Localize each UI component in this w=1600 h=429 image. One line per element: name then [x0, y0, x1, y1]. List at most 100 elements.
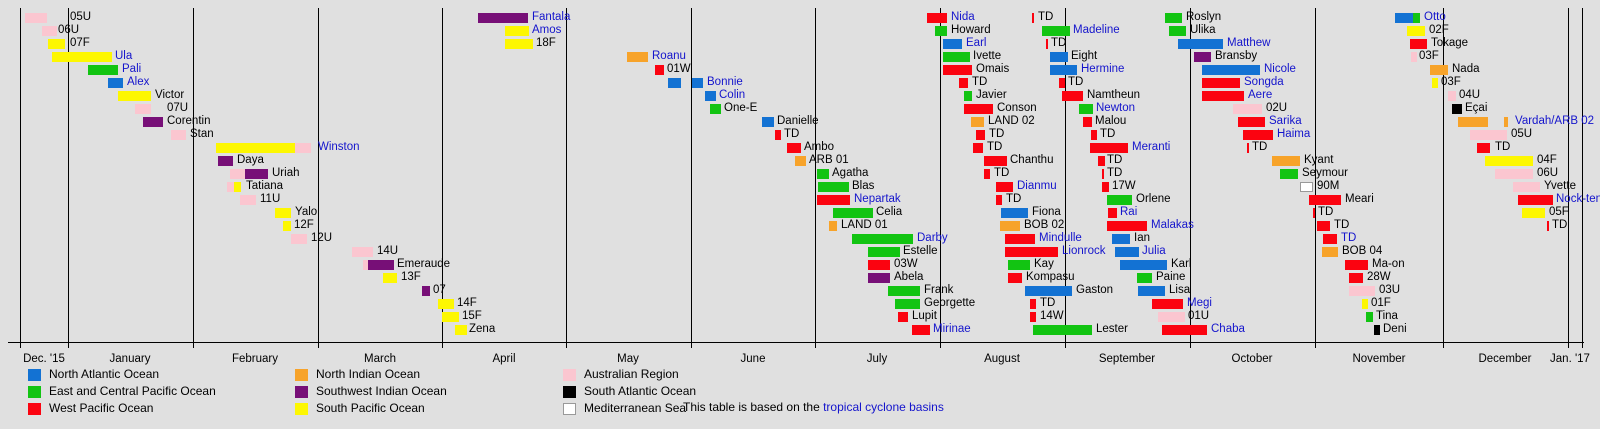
- storm-bar: [1374, 325, 1380, 335]
- storm-link-label[interactable]: Nock-ten: [1556, 193, 1600, 205]
- storm-link-label[interactable]: Darby: [917, 232, 948, 244]
- storm-label: 11U: [260, 193, 281, 205]
- storm-label: Kyant: [1304, 154, 1334, 166]
- storm-link-label[interactable]: Winston: [318, 141, 360, 153]
- storm-link-label[interactable]: Alex: [127, 76, 150, 88]
- storm-label: Tatiana: [246, 180, 284, 192]
- storm-link-label[interactable]: Bonnie: [707, 76, 743, 88]
- storm-label: TD: [994, 167, 1010, 179]
- storm-link-label[interactable]: Vardah/ARB 02: [1515, 115, 1595, 127]
- storm-link-label[interactable]: Pali: [122, 63, 142, 75]
- storm-link-label[interactable]: Julia: [1142, 245, 1166, 257]
- storm-label: Lupit: [912, 310, 937, 322]
- storm-link-label[interactable]: Malakas: [1151, 219, 1194, 231]
- storm-label: TD: [1334, 219, 1350, 231]
- storm-link-label[interactable]: Amos: [532, 24, 562, 36]
- storm-bar: [1366, 312, 1373, 322]
- storm-label: Uriah: [272, 167, 300, 179]
- storm-link-label[interactable]: Nepartak: [854, 193, 901, 205]
- storm-label: TD: [784, 128, 800, 140]
- storm-bar: [1477, 143, 1490, 153]
- storm-bar: [1102, 182, 1109, 192]
- month-label: Dec. '15: [23, 353, 65, 365]
- storm-link-label[interactable]: Mirinae: [933, 323, 971, 335]
- storm-link-label[interactable]: Aere: [1248, 89, 1273, 101]
- storm-bar: [817, 195, 850, 205]
- legend-label: Australian Region: [584, 367, 679, 381]
- storm-link-label[interactable]: Haima: [1277, 128, 1311, 140]
- month-label: January: [109, 353, 151, 365]
- storm-bar: [1090, 143, 1128, 153]
- storm-link-label[interactable]: Otto: [1424, 11, 1446, 23]
- storm-link-label[interactable]: Ula: [115, 50, 133, 62]
- storm-bar: [1102, 169, 1104, 179]
- storm-bar: [1323, 234, 1337, 244]
- storm-bar: [984, 169, 990, 179]
- storm-bar: [787, 143, 801, 153]
- storm-link-label[interactable]: Mindulle: [1039, 232, 1082, 244]
- storm-bar: [1458, 117, 1488, 127]
- storm-link-label[interactable]: Nicole: [1264, 63, 1296, 75]
- axis-tick: [68, 342, 69, 348]
- month-gridline: [68, 8, 69, 342]
- storm-link-label[interactable]: Nida: [951, 11, 975, 23]
- storm-link-label[interactable]: Matthew: [1227, 37, 1271, 49]
- storm-bar: [1165, 13, 1182, 23]
- storm-link-label[interactable]: Fantala: [532, 11, 571, 23]
- legend-label: North Indian Ocean: [316, 367, 421, 381]
- month-label: October: [1231, 353, 1273, 365]
- storm-link-label[interactable]: Colin: [719, 89, 746, 101]
- storm-link-label[interactable]: Megi: [1187, 297, 1212, 309]
- storm-bar: [1050, 65, 1077, 75]
- storm-bar: [1485, 156, 1533, 166]
- storm-label: Corentin: [167, 115, 211, 127]
- storm-link-label[interactable]: Hermine: [1081, 63, 1125, 75]
- storm-bar: [996, 182, 1013, 192]
- storm-label: 13F: [401, 271, 421, 283]
- storm-link-label[interactable]: Madeline: [1073, 24, 1120, 36]
- storm-label: Danielle: [777, 115, 819, 127]
- storm-link-label[interactable]: Chaba: [1211, 323, 1245, 335]
- storm-label: Abela: [894, 271, 924, 283]
- storm-bar: [1162, 325, 1207, 335]
- storm-bar: [1410, 39, 1427, 49]
- storm-link-label[interactable]: Lionrock: [1062, 245, 1106, 257]
- storm-label: 07: [433, 284, 446, 296]
- legend-label: North Atlantic Ocean: [49, 367, 160, 381]
- storm-label: TD: [1068, 76, 1084, 88]
- storm-bar: [1317, 221, 1330, 231]
- storm-bar: [1050, 52, 1068, 62]
- month-gridline: [1190, 8, 1191, 342]
- storm-label: Lester: [1096, 323, 1128, 335]
- month-label: November: [1352, 353, 1406, 365]
- storm-bar: [505, 39, 533, 49]
- storm-bar: [927, 13, 947, 23]
- storm-label: 05U: [70, 11, 92, 23]
- storm-bar: [1432, 78, 1438, 88]
- storm-label: Kay: [1034, 258, 1054, 270]
- storm-link-label[interactable]: Rai: [1120, 206, 1138, 218]
- storm-bar: [1238, 117, 1265, 127]
- storm-bar: [1008, 273, 1022, 283]
- storm-link-label[interactable]: Earl: [966, 37, 987, 49]
- tropical-cyclone-basins-link[interactable]: tropical cyclone basins: [823, 400, 944, 414]
- storm-link-label[interactable]: Dianmu: [1017, 180, 1057, 192]
- month-label: March: [364, 353, 396, 365]
- storm-link-label[interactable]: Songda: [1244, 76, 1284, 88]
- storm-link-label[interactable]: Roanu: [652, 50, 686, 62]
- storm-bar: [1233, 104, 1262, 114]
- legend-label: Southwest Indian Ocean: [316, 384, 447, 398]
- storm-link-label[interactable]: Sarika: [1269, 115, 1302, 127]
- storm-link-label[interactable]: Meranti: [1132, 141, 1171, 153]
- storm-bar: [1137, 273, 1152, 283]
- storm-bar: [1062, 91, 1083, 101]
- storm-link-label[interactable]: TD: [1341, 232, 1357, 244]
- legend-label: Mediterranean Sea: [584, 401, 687, 415]
- storm-bar: [368, 260, 394, 270]
- storm-link-label[interactable]: Newton: [1096, 102, 1135, 114]
- storm-bar: [705, 91, 716, 101]
- storm-bar: [1115, 247, 1139, 257]
- storm-bar: [1030, 312, 1036, 322]
- storm-bar: [1411, 52, 1417, 62]
